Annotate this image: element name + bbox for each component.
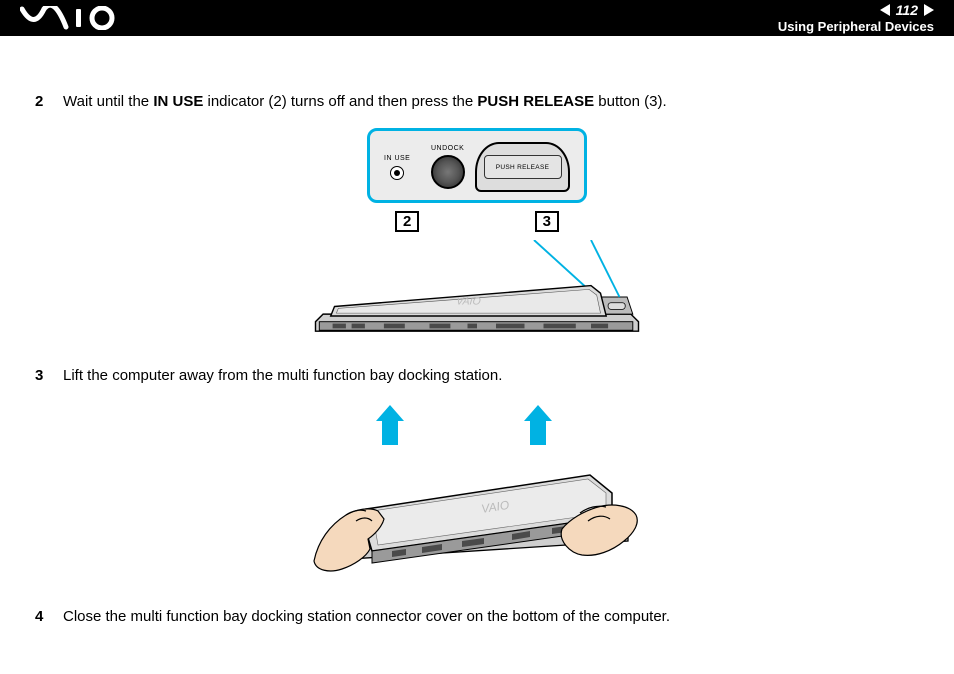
step-row: 4 Close the multi function bay docking s…	[35, 606, 919, 629]
section-title: Using Peripheral Devices	[778, 19, 934, 34]
step-number: 4	[35, 606, 49, 629]
dock-panel: IN USE UNDOCK PUSH RELEASE	[367, 128, 587, 203]
step-text: Wait until the IN USE indicator (2) turn…	[63, 91, 667, 114]
in-use-indicator: IN USE	[384, 155, 410, 180]
next-page-icon[interactable]	[924, 4, 934, 16]
vaio-logo	[20, 6, 130, 30]
step-row: 3 Lift the computer away from the multi …	[35, 365, 919, 388]
svg-text:VAIO: VAIO	[456, 296, 482, 307]
page-number: 112	[896, 2, 918, 18]
page-nav: 112	[880, 2, 934, 18]
undock-button-icon	[431, 155, 465, 189]
page-content: 2 Wait until the IN USE indicator (2) tu…	[0, 36, 954, 629]
undock-label: UNDOCK	[431, 145, 464, 152]
callout-2: 2	[395, 211, 419, 232]
figure-2: VAIO	[35, 401, 919, 576]
prev-page-icon[interactable]	[880, 4, 890, 16]
header-right: 112 Using Peripheral Devices	[778, 2, 934, 34]
lift-laptop-illustration: VAIO	[312, 401, 642, 576]
step-text: Close the multi function bay docking sta…	[63, 606, 670, 629]
step-number: 2	[35, 91, 49, 114]
undock-button-group: UNDOCK	[431, 145, 465, 189]
callout-row: 2 3	[395, 211, 559, 232]
step-text: Lift the computer away from the multi fu…	[63, 365, 502, 388]
laptop-on-dock-illustration: VAIO	[297, 240, 657, 335]
in-use-label: IN USE	[384, 155, 410, 162]
header-bar: 112 Using Peripheral Devices	[0, 0, 954, 36]
step-row: 2 Wait until the IN USE indicator (2) tu…	[35, 91, 919, 114]
callout-3: 3	[535, 211, 559, 232]
push-release-label: PUSH RELEASE	[484, 155, 562, 179]
push-release-button: PUSH RELEASE	[475, 142, 570, 192]
step-number: 3	[35, 365, 49, 388]
figure-1: IN USE UNDOCK PUSH RELEASE 2 3	[35, 128, 919, 335]
in-use-led-icon	[390, 166, 404, 180]
